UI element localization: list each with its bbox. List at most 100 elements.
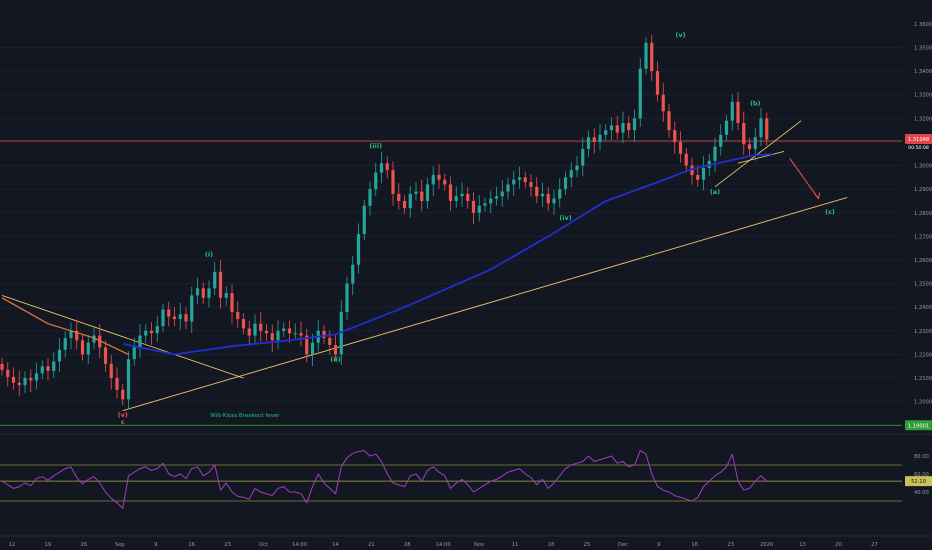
candle-body xyxy=(724,120,729,135)
time-tick-label: 21 xyxy=(368,542,375,548)
time-tick-label: 16 xyxy=(188,542,195,548)
candle-body xyxy=(632,118,637,131)
price-tick-label: 1.33000 xyxy=(914,93,932,99)
candle-body xyxy=(408,193,412,209)
time-tick-label: Nov xyxy=(474,542,484,548)
candle-body xyxy=(385,163,389,171)
low-price-tag: 1.19001 xyxy=(908,423,929,429)
time-tick-label: 2020 xyxy=(760,542,773,548)
time-tick-label: 11 xyxy=(512,542,519,548)
candle-body xyxy=(34,373,39,381)
candle-body xyxy=(483,203,487,206)
candle-body xyxy=(684,153,688,166)
candle-body xyxy=(328,337,332,345)
candle-body xyxy=(460,193,464,197)
moving-averages xyxy=(1,152,773,356)
price-tick-label: 1.20000 xyxy=(914,400,932,406)
candle-body xyxy=(253,323,257,336)
time-tick-label: 23 xyxy=(224,542,231,548)
time-tick-label: 14:00 xyxy=(292,542,307,548)
price-tick-label: 1.32000 xyxy=(914,116,932,122)
candle-body xyxy=(126,359,131,400)
candle-body xyxy=(759,118,763,138)
candle-body xyxy=(247,328,251,336)
candle-body xyxy=(747,144,752,150)
price-tick-label: 1.25000 xyxy=(914,282,932,288)
candle-body xyxy=(414,191,418,194)
candle-body xyxy=(540,193,545,197)
candle-body xyxy=(224,293,228,298)
candle-body xyxy=(420,191,424,201)
candle-body xyxy=(6,369,10,377)
candle-body xyxy=(75,330,79,341)
time-tick-label: 12 xyxy=(9,542,16,548)
candle-body xyxy=(638,68,642,119)
candle-body xyxy=(138,335,142,348)
wave-label: (c) xyxy=(825,208,835,216)
price-markers: 1.31048 00:50:08 1.19001 xyxy=(905,134,932,431)
candle-body xyxy=(374,172,378,190)
candle-body xyxy=(604,130,608,135)
candle-body xyxy=(207,288,211,298)
price-axis-bg xyxy=(902,0,932,550)
price-tick-label: 1.30000 xyxy=(914,164,932,170)
candle-body xyxy=(667,111,671,131)
rsi-line xyxy=(1,450,768,509)
candle-body xyxy=(29,378,33,381)
candle-body xyxy=(11,376,16,383)
low-price-tag-bg xyxy=(905,420,932,431)
candle-body xyxy=(236,311,240,320)
candle-body xyxy=(673,130,677,142)
candle-body xyxy=(506,184,510,192)
candle-body xyxy=(448,184,453,201)
candle-body xyxy=(362,205,366,235)
candle-body xyxy=(713,146,717,161)
time-axis[interactable]: 12 19 26 Sep 9 16 23 Oct 14:00 14 21 28 14:00 Nov 11 18… xyxy=(0,535,932,548)
candle-body xyxy=(172,316,177,320)
candle-body xyxy=(397,193,401,201)
time-tick-label: 16 xyxy=(691,542,698,548)
candle-body xyxy=(529,182,533,187)
rsi-tick-label: 80.00 xyxy=(914,454,929,460)
price-axis[interactable]: 1.36000 1.35000 1.34000 1.33000 1.32000 1.310… xyxy=(902,0,932,550)
candle-body xyxy=(379,163,384,173)
candle-body xyxy=(46,366,50,371)
candle-body xyxy=(581,149,585,166)
trendline xyxy=(122,196,848,412)
candle-body xyxy=(402,200,407,209)
trendline xyxy=(737,150,785,164)
price-tick-label: 1.24000 xyxy=(914,305,932,311)
candle-body xyxy=(86,342,90,355)
candle-body xyxy=(489,198,493,204)
candle-body xyxy=(592,137,596,142)
candle-body xyxy=(391,170,395,194)
candle-body xyxy=(276,330,280,341)
candle-body xyxy=(132,347,136,360)
trendline xyxy=(714,120,802,188)
candle-body xyxy=(644,42,648,69)
candle-body xyxy=(149,330,154,334)
price-tick-label: 1.28000 xyxy=(914,211,932,217)
rsi-panel: 80.00 60.00 40.00 52.10 xyxy=(0,433,932,509)
candle-body xyxy=(678,141,683,154)
candle-body xyxy=(512,179,516,185)
candle-body xyxy=(477,205,481,213)
candle-body xyxy=(650,42,654,72)
candle-body xyxy=(144,330,148,336)
time-tick-label: 13 xyxy=(799,542,806,548)
price-tick-label: 1.22000 xyxy=(914,352,932,358)
candle-body xyxy=(109,363,113,379)
candle-body xyxy=(719,134,723,147)
candle-body xyxy=(351,264,355,284)
candle-body xyxy=(195,288,200,296)
candle-body xyxy=(535,186,539,197)
candle-body xyxy=(293,333,297,335)
time-tick-label: 19 xyxy=(45,542,52,548)
candle-body xyxy=(230,293,234,312)
wave-label: (iii) xyxy=(369,142,382,150)
price-tick-label: 1.29000 xyxy=(914,187,932,193)
arrow-head xyxy=(814,192,820,200)
candle-body xyxy=(339,311,343,355)
candle-body xyxy=(356,234,361,265)
